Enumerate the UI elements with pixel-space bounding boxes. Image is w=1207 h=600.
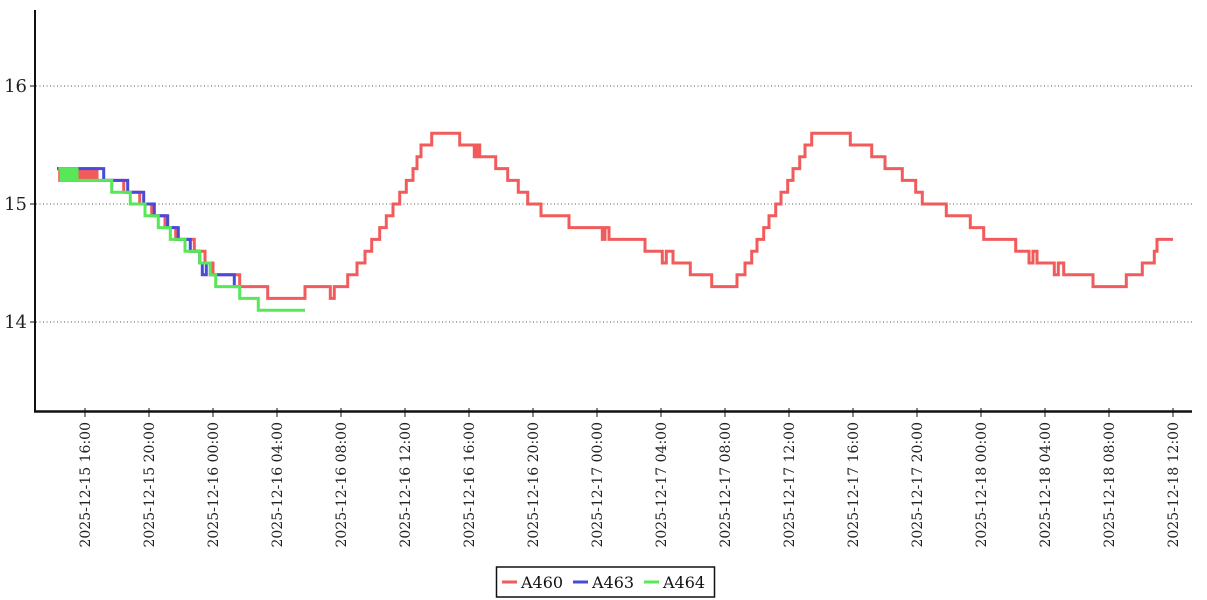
x-tick-label: 2025-12-16 12:00 bbox=[398, 422, 414, 548]
x-tick-label: 2025-12-15 16:00 bbox=[78, 422, 94, 548]
x-tick-label: 2025-12-16 00:00 bbox=[206, 422, 222, 548]
x-tick-label: 2025-12-17 12:00 bbox=[782, 422, 798, 548]
legend-item-a463: A463 bbox=[573, 573, 634, 592]
legend-item-a460: A460 bbox=[502, 573, 563, 592]
legend-label-a464: A464 bbox=[662, 573, 705, 592]
legend-label-a460: A460 bbox=[520, 573, 563, 592]
x-tick-label: 2025-12-18 12:00 bbox=[1166, 422, 1182, 548]
x-tick-label: 2025-12-17 20:00 bbox=[910, 422, 926, 548]
x-tick-label: 2025-12-18 04:00 bbox=[1038, 422, 1054, 548]
axes bbox=[34, 10, 1192, 413]
legend-box bbox=[495, 566, 716, 598]
legend: A460 A463 A464 bbox=[495, 566, 716, 598]
y-axis: 16 15 14 bbox=[4, 76, 36, 333]
series-lines bbox=[57, 131, 1173, 312]
x-tick-label: 2025-12-15 20:00 bbox=[142, 422, 158, 548]
y-tick-label: 14 bbox=[4, 312, 27, 333]
series-line-a460 bbox=[57, 131, 1173, 300]
x-axis: 2025-12-15 16:00 2025-12-15 20:00 2025-12-… bbox=[78, 408, 1182, 548]
x-tick-label: 2025-12-18 08:00 bbox=[1102, 422, 1118, 548]
x-tick-label: 2025-12-18 00:00 bbox=[974, 422, 990, 548]
x-tick-label: 2025-12-16 20:00 bbox=[526, 422, 542, 548]
gridlines bbox=[36, 85, 1192, 323]
y-tick-label: 16 bbox=[4, 76, 27, 97]
x-tick-label: 2025-12-16 04:00 bbox=[270, 422, 286, 548]
series-line-a464 bbox=[58, 167, 305, 312]
x-tick-label: 2025-12-17 16:00 bbox=[846, 422, 862, 548]
legend-item-a464: A464 bbox=[644, 573, 705, 592]
x-tick-label: 2025-12-17 08:00 bbox=[718, 422, 734, 548]
x-tick-label: 2025-12-17 00:00 bbox=[590, 422, 606, 548]
x-tick-label: 2025-12-16 16:00 bbox=[462, 422, 478, 548]
y-tick-label: 15 bbox=[4, 194, 27, 215]
x-tick-label: 2025-12-16 08:00 bbox=[334, 422, 350, 548]
x-tick-label: 2025-12-17 04:00 bbox=[654, 422, 670, 548]
legend-label-a463: A463 bbox=[591, 573, 634, 592]
